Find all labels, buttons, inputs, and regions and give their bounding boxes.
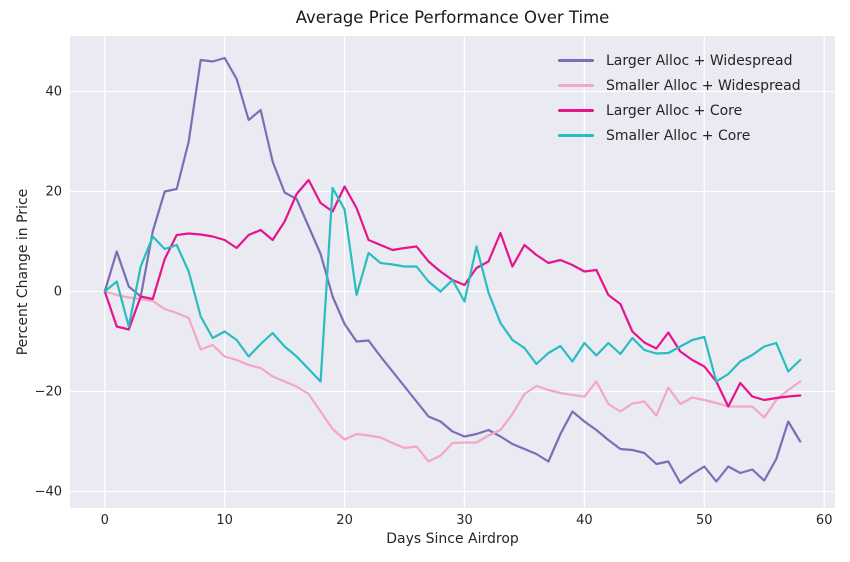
legend-label: Smaller Alloc + Widespread: [606, 77, 801, 94]
legend-label: Smaller Alloc + Core: [606, 127, 751, 144]
y-tick-label: −40: [34, 484, 62, 499]
legend: Larger Alloc + Widespread Smaller Alloc …: [558, 48, 801, 148]
x-tick-label: 60: [815, 513, 833, 528]
x-tick-label: 40: [576, 513, 593, 528]
legend-item: Smaller Alloc + Widespread: [558, 73, 801, 98]
legend-item: Larger Alloc + Core: [558, 98, 801, 123]
legend-line-swatch: [558, 134, 594, 137]
chart-title: Average Price Performance Over Time: [295, 8, 610, 27]
y-tick-label: −20: [34, 384, 62, 399]
legend-line-swatch: [558, 109, 594, 112]
legend-line-swatch: [558, 59, 594, 62]
legend-item: Smaller Alloc + Core: [558, 123, 801, 148]
x-tick-label: 20: [336, 513, 353, 528]
y-tick-label: 0: [53, 284, 62, 299]
x-tick-label: 0: [100, 513, 109, 528]
x-tick-label: 10: [216, 513, 233, 528]
series-line: [103, 290, 802, 463]
y-axis-label: Percent Change in Price: [15, 188, 31, 356]
legend-item: Larger Alloc + Widespread: [558, 48, 801, 73]
y-tick-label: 40: [45, 84, 62, 99]
gridlines: [70, 36, 835, 508]
legend-label: Larger Alloc + Widespread: [606, 52, 793, 69]
legend-label: Larger Alloc + Core: [606, 102, 743, 119]
legend-line-swatch: [558, 84, 594, 87]
series-lines: [103, 56, 802, 485]
series-line: [103, 186, 802, 383]
series-line: [103, 56, 802, 485]
x-tick-label: 50: [696, 513, 713, 528]
x-tick-label: 30: [456, 513, 473, 528]
x-axis-label: Days Since Airdrop: [386, 531, 519, 547]
plot-background: [70, 36, 835, 508]
y-tick-label: 20: [45, 184, 62, 199]
series-line: [103, 178, 802, 408]
